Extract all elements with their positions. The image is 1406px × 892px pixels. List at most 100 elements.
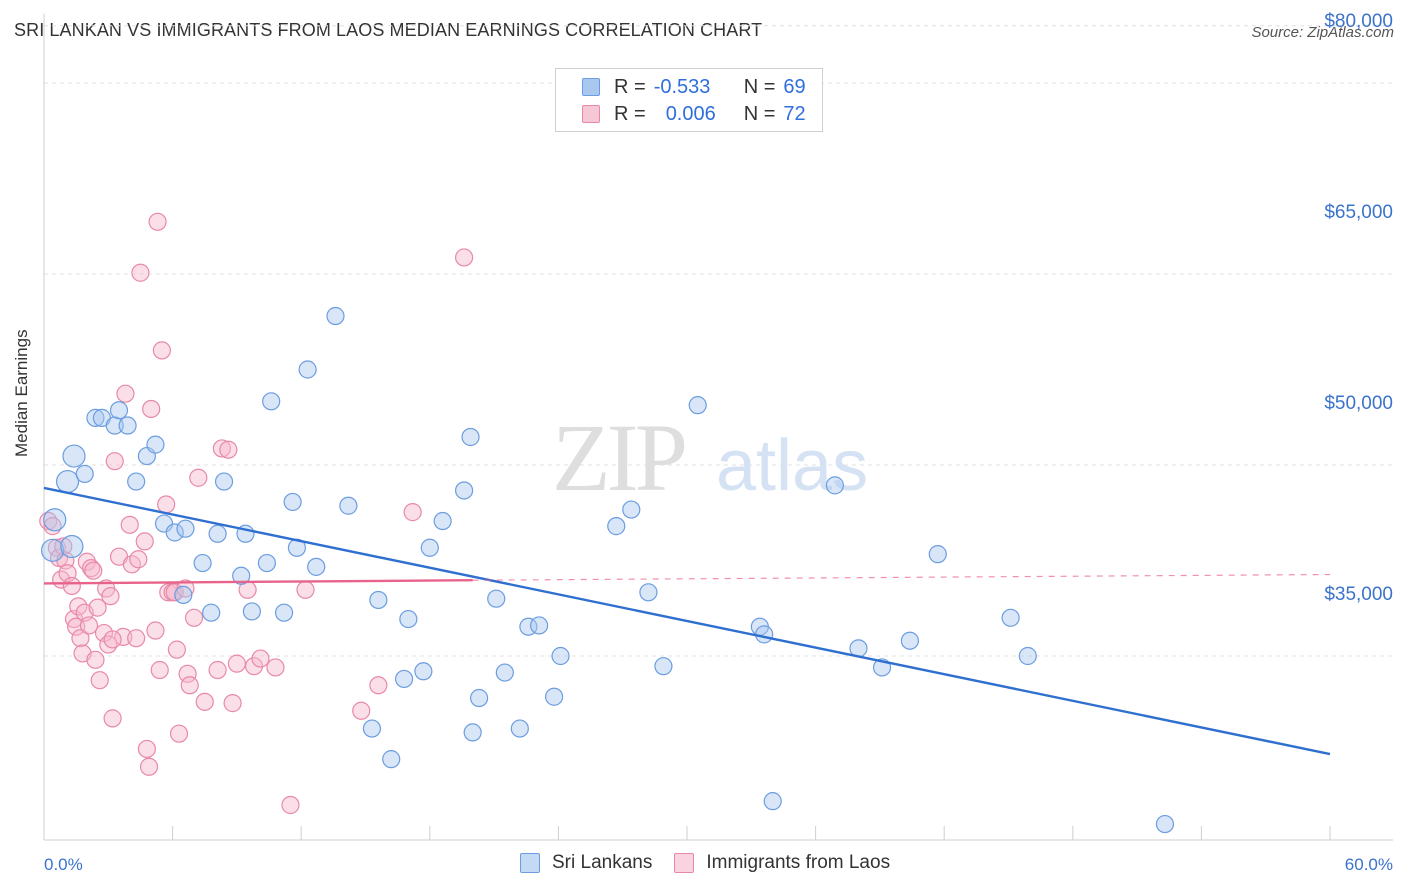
laos-point [79,616,99,635]
sri-lankan-point [1155,814,1175,834]
sri-lankan-point [530,616,549,635]
sri-lankan-point [55,469,80,494]
laos-point [148,212,167,231]
sri-lankan-point [274,603,294,622]
sri-lankan-point [208,524,227,543]
laos-point [101,587,120,606]
legend-swatch-blue [582,78,600,96]
laos-point [142,399,161,419]
legend-label: Sri Lankans [552,852,653,873]
laos-point [152,341,171,360]
laos-point [127,629,146,648]
sri-lankan-point [510,719,529,738]
laos-point [167,640,186,659]
sri-lankan-point [262,392,281,411]
sri-lankan-point [487,589,506,608]
sri-lankan-point [463,723,482,742]
legend-label: Immigrants from Laos [706,852,891,873]
sri-lankan-points [40,306,1175,834]
legend-r-value: 0.006 [665,102,716,125]
sri-lankan-point [654,657,673,676]
sri-lankan-point [755,625,774,644]
laos-point [67,617,86,636]
sri-lankan-point [176,519,195,538]
laos-point [137,739,156,759]
source-label: Source: ZipAtlas.com [1251,24,1394,41]
sri-lankan-point [307,557,326,576]
sri-lankan-point [551,646,570,666]
sri-lankan-point [362,719,382,738]
laos-point [90,671,109,690]
laos-point [88,598,107,617]
y-tick-labels: $35,000 $50,000 $65,000 $80,000 [1324,11,1393,605]
sri-lankan-point [469,688,489,708]
legend-item-laos[interactable]: Immigrants from Laos [674,852,890,874]
legend-item-sri-lankans[interactable]: Sri Lankans [520,852,652,874]
sri-lankan-point [461,427,480,447]
sri-lankan-point [414,662,433,681]
trend-lines [43,486,1331,756]
watermark-zip: ZIP [552,404,685,511]
sri-lankan-point [283,492,302,512]
sri-lankan-point [900,631,920,650]
legend-n-value: 72 [783,102,806,125]
y-tick-label: $80,000 [1324,11,1393,32]
sri-lankan-point [43,508,67,532]
sri-lankan-point [545,687,564,706]
laos-point [135,532,154,551]
sri-lankan-point [433,511,452,531]
laos-point [223,694,242,713]
laos-point [251,649,270,668]
sri-lankan-point [214,472,234,491]
sri-lankan-point [688,396,707,415]
sri-lankan-point [639,583,658,602]
sri-lankan-point [118,416,137,435]
sri-lankan-point [1001,608,1020,627]
sri-lankan-point [454,481,474,500]
correlation-legend: R = -0.533 N = 69 R = 0.006 N = 72 [555,68,823,132]
laos-trend-extension [472,573,1331,581]
laos-points [39,212,474,815]
sri-lankan-point [369,590,388,610]
y-tick-label: $35,000 [1324,584,1393,605]
laos-point [105,452,124,471]
laos-point [82,559,101,578]
legend-r-value: -0.533 [653,75,711,98]
legend-swatch-pink [674,853,695,873]
laos-point [86,650,105,669]
sri-lankan-point [382,750,401,769]
sri-lankan-point [257,553,277,573]
sri-lankan-point [60,534,84,559]
y-tick-label: $65,000 [1324,202,1393,223]
laos-point [454,248,474,267]
sri-lankan-point [622,500,641,519]
sri-lankan-point [394,669,414,689]
laos-point [212,439,231,458]
laos-point [180,676,199,695]
laos-point [219,440,238,459]
laos-point [131,263,150,282]
laos-point [71,629,90,648]
sri-lankan-point [202,603,221,622]
laos-point [189,468,208,487]
chart-title: SRI LANKAN VS IMMIGRANTS FROM LAOS MEDIA… [14,20,763,40]
sri-lankan-point [339,496,358,515]
sri-lankan-point [75,464,94,484]
laos-point [184,608,204,627]
axes [43,13,1393,841]
sri-lankan-point [399,609,418,629]
laos-point [116,384,135,403]
sri-lankan-point [165,523,184,542]
sri-lankan-point [825,476,844,495]
sri-lankan-point [174,585,193,604]
legend-n-label: N = [743,75,776,98]
laos-point [120,515,139,534]
sri-lankan-point [127,472,146,491]
laos-point [139,757,159,776]
laos-point [208,660,227,680]
legend-r-label: R = [614,75,646,98]
sri-lankan-trend-line [43,486,1331,756]
laos-point [195,692,214,711]
laos-point [146,621,165,640]
